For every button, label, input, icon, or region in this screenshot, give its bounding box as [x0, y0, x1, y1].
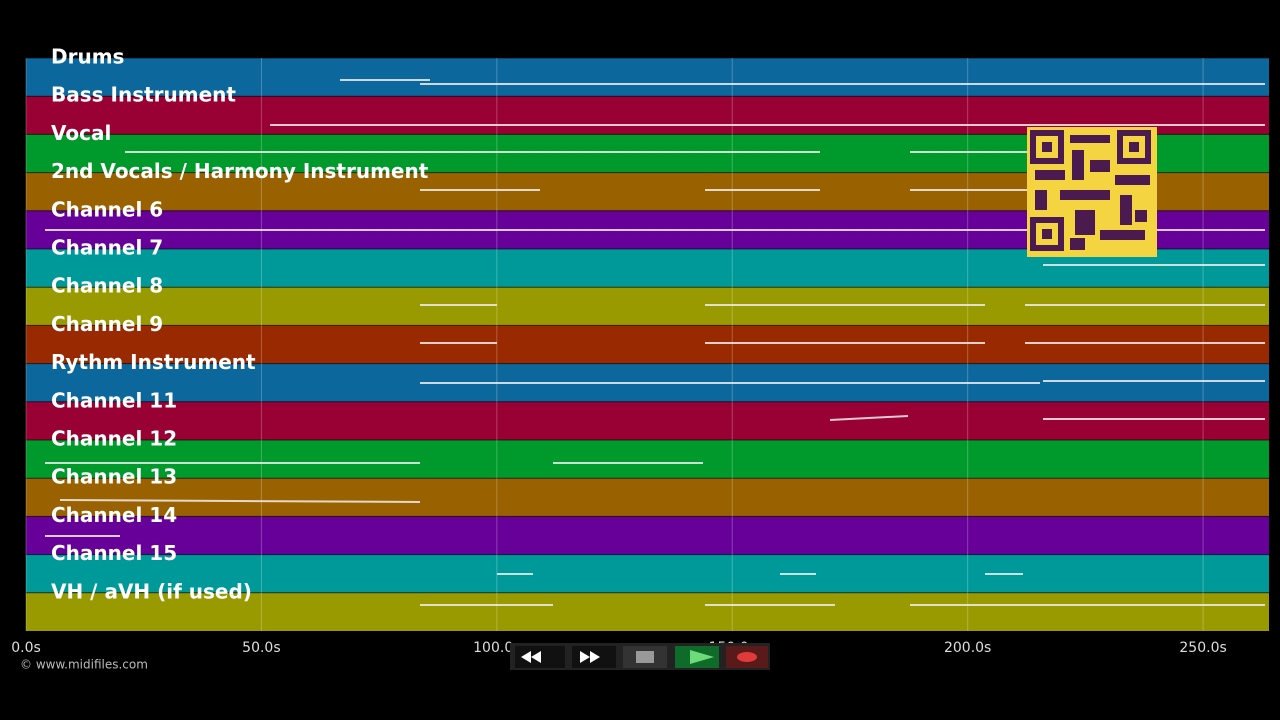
track-lane [26, 516, 1269, 555]
track-name: Channel 6 [51, 197, 163, 221]
copyright: © www.midifiles.com [20, 658, 148, 672]
track-lane [26, 401, 1269, 440]
track-name: Vocal [51, 121, 111, 145]
track-lane [26, 592, 1269, 631]
track-lane [26, 554, 1269, 593]
track-name: Drums [51, 45, 124, 69]
time-tick-label: 250.0s [1179, 640, 1226, 656]
track-name: Channel 9 [51, 312, 163, 336]
time-tick-label: 200.0s [944, 640, 991, 656]
stop-button[interactable] [623, 646, 667, 668]
track-lane [26, 325, 1269, 364]
fast-forward-button[interactable] [572, 646, 616, 668]
track-lane [26, 58, 1269, 97]
grid [25, 58, 1204, 631]
track-lane [26, 478, 1269, 517]
track-name: Channel 12 [51, 427, 177, 451]
track-name: Channel 13 [51, 465, 177, 489]
time-tick-label: 0.0s [11, 640, 41, 656]
track-name: Bass Instrument [51, 83, 236, 107]
track-name: Channel 14 [51, 503, 177, 527]
rewind-button[interactable] [515, 646, 565, 668]
time-tick-label: 100.0s [473, 640, 520, 656]
record-button[interactable] [726, 646, 768, 668]
track-lane [26, 287, 1269, 326]
track-name: Channel 15 [51, 541, 177, 565]
track-name: VH / aVH (if used) [51, 579, 252, 603]
track-name: 2nd Vocals / Harmony Instrument [51, 159, 429, 183]
time-tick-label: 50.0s [242, 640, 280, 656]
qr-code [1027, 127, 1157, 257]
track-lane [26, 440, 1269, 479]
track-name: Rythm Instrument [51, 350, 256, 374]
track-name: Channel 8 [51, 274, 163, 298]
track-name: Channel 11 [51, 388, 177, 412]
track-name: Channel 7 [51, 236, 163, 260]
play-button[interactable] [675, 646, 719, 668]
transport-controls [510, 643, 770, 670]
